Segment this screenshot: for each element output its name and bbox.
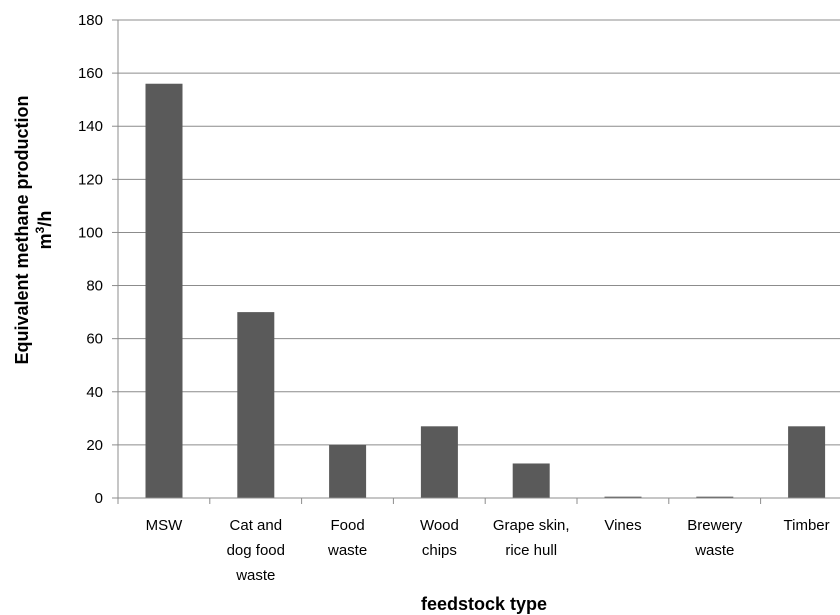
x-category-label: Brewery waste bbox=[687, 517, 743, 559]
x-category-label: Food waste bbox=[327, 517, 367, 559]
bar bbox=[604, 496, 642, 498]
y-tick-label: 20 bbox=[86, 437, 103, 454]
y-tick-label: 180 bbox=[78, 12, 103, 29]
y-tick-label: 80 bbox=[86, 278, 103, 295]
x-axis-title: feedstock type bbox=[421, 594, 547, 614]
bar bbox=[145, 83, 183, 498]
y-tick-label: 120 bbox=[78, 171, 103, 188]
axes bbox=[112, 19, 840, 504]
gridlines bbox=[118, 19, 840, 446]
y-tick-label: 140 bbox=[78, 118, 103, 135]
x-category-label: MSW bbox=[146, 517, 184, 534]
x-category-label: Cat and dog food waste bbox=[227, 517, 285, 584]
bar bbox=[788, 426, 826, 498]
y-axis-title: Equivalent methane production m3/h bbox=[12, 95, 55, 364]
bar bbox=[329, 444, 367, 498]
bar bbox=[420, 426, 458, 498]
y-tick-label: 160 bbox=[78, 65, 103, 82]
y-tick-label: 100 bbox=[78, 224, 103, 241]
bar bbox=[696, 496, 734, 498]
y-tick-label: 0 bbox=[95, 490, 103, 507]
x-category-label: Grape skin, rice hull bbox=[493, 517, 570, 559]
y-tick-label: 40 bbox=[86, 384, 103, 401]
y-axis-title-unit: m3/h bbox=[33, 211, 55, 250]
x-category-label: Timber bbox=[784, 517, 830, 534]
y-axis-title-line1: Equivalent methane production bbox=[12, 95, 32, 364]
x-category-labels: MSW Cat and dog food waste Food waste Wood chip… bbox=[146, 517, 830, 584]
x-category-label: Wood chips bbox=[420, 517, 459, 559]
y-tick-labels: 0 20 40 60 80 100 120 140 160 180 bbox=[78, 12, 103, 507]
bars bbox=[145, 83, 826, 498]
y-tick-label: 60 bbox=[86, 331, 103, 348]
bar bbox=[237, 312, 275, 498]
bar bbox=[512, 463, 550, 498]
x-category-label: Vines bbox=[604, 517, 641, 534]
